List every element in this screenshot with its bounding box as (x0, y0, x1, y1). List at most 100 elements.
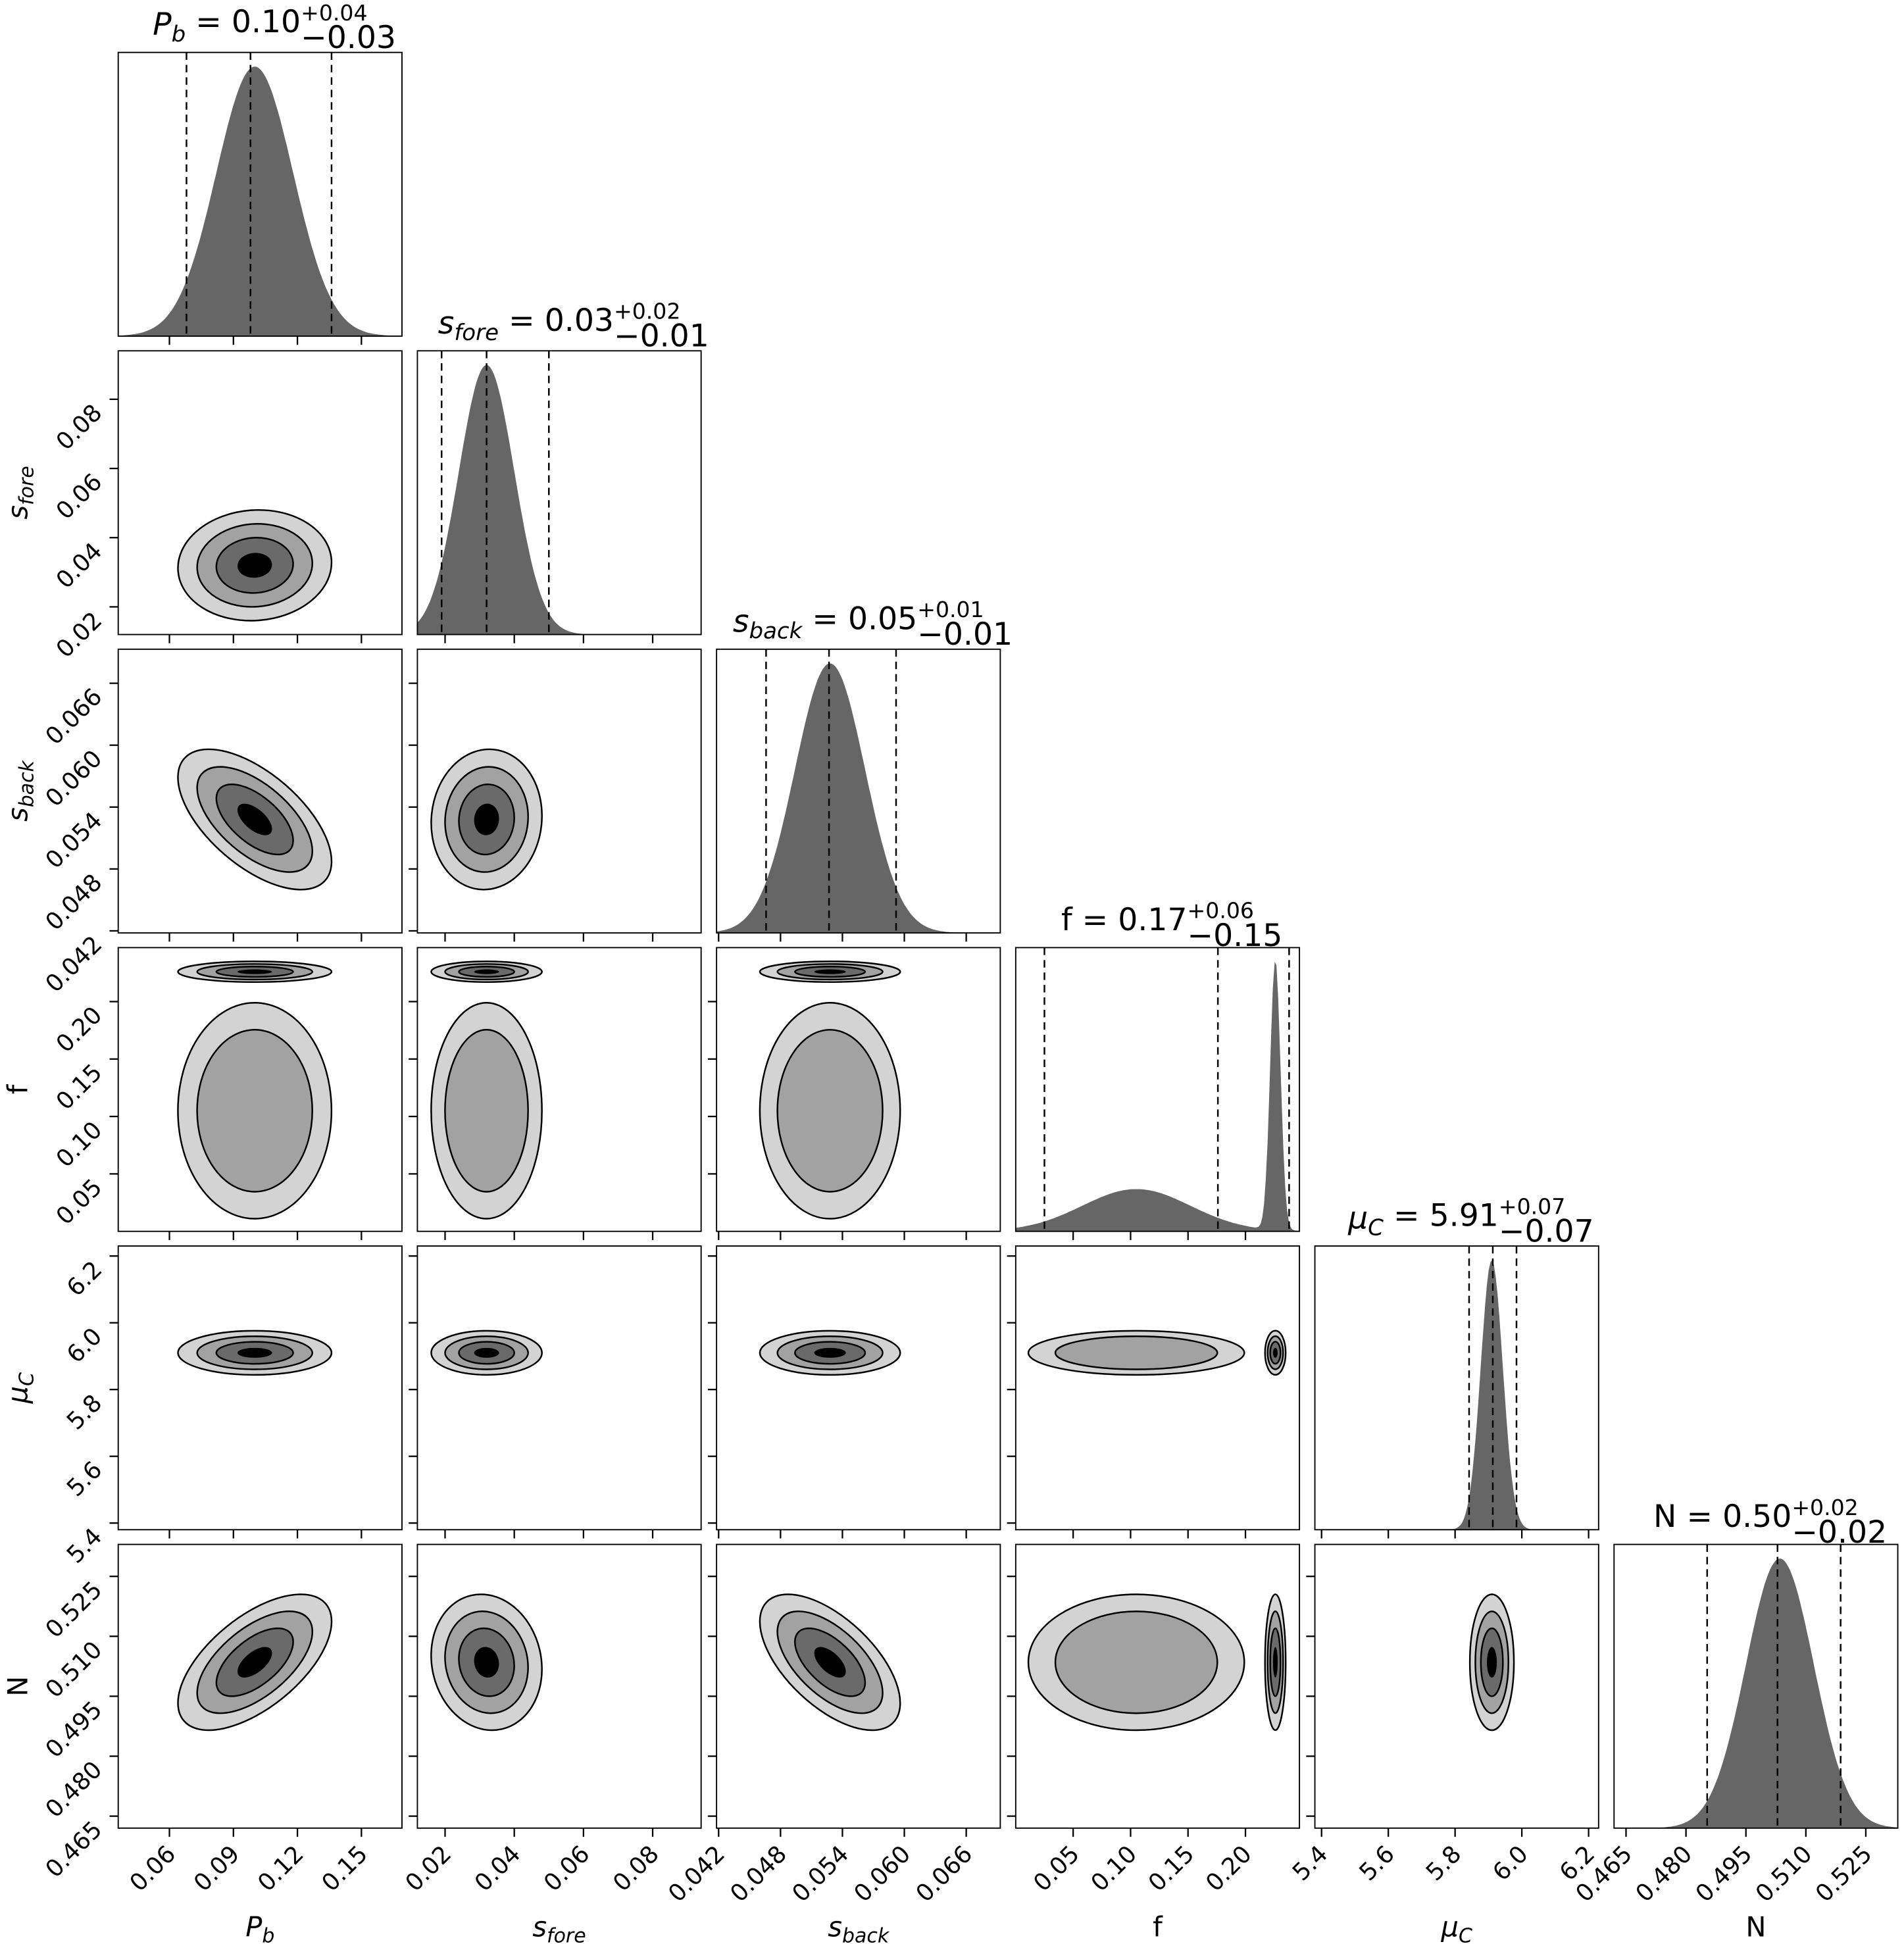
y-tick-label: 0.02 (51, 607, 108, 664)
title-value: 0.03 (545, 303, 614, 339)
panel-content (177, 960, 333, 1220)
y-tick-label: 0.20 (51, 1002, 108, 1059)
panel-content (1315, 1246, 1599, 1530)
title-equals: = (802, 601, 848, 637)
contour-panel-sfore-vs-muC (409, 1245, 702, 1539)
param-symbol: N (2, 1676, 34, 1697)
contour-panel-sfore-vs-N: 0.02 0.04 0.06 0.08 sfore (401, 1543, 702, 1944)
title-value: 0.17 (1118, 902, 1187, 938)
title-subscript: back (749, 618, 803, 645)
contour-panel-f-vs-muC (1007, 1245, 1301, 1539)
y-axis-label-muC: μC (2, 1372, 39, 1404)
y-tick-label: 0.060 (41, 745, 108, 812)
panel-frame (1613, 1543, 1899, 1829)
panel-content (177, 1593, 333, 1732)
panel-content (759, 1593, 901, 1732)
panel-title-sback: sback = 0.05+0.01 (733, 597, 984, 644)
y-tick-label: 0.510 (41, 1636, 108, 1703)
x-tick-label: 0.15 (1143, 1841, 1200, 1897)
title-minus-error: −0.01 (917, 616, 1013, 653)
param-subscript: b (262, 1924, 274, 1944)
panel-content (430, 1330, 543, 1376)
x-tick-label: 0.09 (189, 1841, 245, 1897)
x-tick-label: 0.048 (725, 1841, 792, 1908)
y-tick-label: 0.05 (51, 1174, 108, 1230)
y-axis-label-f: f (2, 1084, 34, 1094)
panel-frame (1314, 1543, 1599, 1829)
param-subscript: back (842, 1924, 890, 1944)
y-tick-label: 5.4 (62, 1523, 107, 1568)
title-symbol: s (733, 603, 749, 639)
x-axis-label-f: f (1153, 1910, 1163, 1943)
y-tick-label: 0.08 (51, 399, 108, 456)
panel-title-sfore: sfore = 0.03+0.02 (438, 299, 681, 346)
contour-panel-muC-vs-N: 5.4 5.6 5.8 6.0 6.2μC (1288, 1543, 1600, 1944)
panel-frame (416, 1543, 702, 1829)
contour-level-4 (237, 1647, 272, 1678)
x-tick-label: 0.495 (1691, 1841, 1758, 1908)
contour-panel-f-vs-N: 0.05 0.10 0.15 0.20 f (1007, 1543, 1301, 1943)
contour-panel-sfore-vs-f (409, 947, 702, 1240)
param-symbol: μ (2, 1386, 34, 1404)
histogram-panel-Pb: Pb = 0.10+0.04−0.03 (117, 0, 403, 345)
x-tick-label: 0.04 (470, 1841, 526, 1897)
panel-content (430, 748, 543, 891)
contour-level-4 (1272, 1347, 1278, 1358)
panel-content (118, 52, 402, 336)
panel-content (430, 960, 543, 1220)
y-tick-label: 5.6 (62, 1457, 107, 1502)
panel-title-N: N = 0.50+0.02 (1653, 1495, 1859, 1535)
title-equals: = (499, 303, 545, 339)
title-value: 0.05 (848, 601, 917, 637)
panel-content (177, 748, 333, 891)
panel-frame (716, 1245, 1001, 1531)
y-tick-label: 0.480 (41, 1757, 108, 1824)
contour-level-4 (474, 1347, 499, 1358)
param-symbol: s (532, 1910, 547, 1943)
x-axis-label-muC: μC (1440, 1910, 1472, 1944)
title-subscript: fore (454, 320, 499, 346)
contour-level-4 (814, 1647, 846, 1678)
title-plus-error: +0.02 (614, 299, 680, 324)
panel-content (177, 1330, 333, 1376)
y-tick-label: 0.042 (41, 931, 108, 998)
y-tick-label: 0.15 (51, 1059, 108, 1116)
histogram-sfore (417, 364, 601, 635)
panel-frame (716, 648, 1001, 934)
histogram-f (1015, 961, 1300, 1232)
param-subscript: C (16, 1372, 39, 1386)
y-axis-label-N: N (2, 1676, 34, 1697)
title-subscript: C (1368, 1215, 1384, 1241)
title-equals: = (1676, 1499, 1722, 1535)
contour-level-2 (444, 1029, 529, 1193)
y-tick-label: 0.04 (51, 537, 108, 594)
title-symbol: P (153, 7, 172, 43)
title-plus-error: +0.04 (301, 0, 367, 26)
panel-frame (117, 1543, 403, 1829)
y-tick-label: 0.066 (41, 684, 108, 751)
y-tick-label: 5.8 (62, 1389, 107, 1435)
contour-level-2 (1054, 1610, 1218, 1714)
panel-content (1614, 1544, 1898, 1828)
param-subscript: back (16, 759, 39, 807)
title-symbol: μ (1347, 1201, 1368, 1237)
title-plus-error: +0.07 (1499, 1193, 1565, 1219)
histogram-panel-muC: μC = 5.91+0.07−0.07 (1314, 1193, 1599, 1539)
title-minus-error: −0.15 (1188, 918, 1283, 954)
title-value: 0.10 (232, 4, 301, 40)
param-symbol: s (2, 807, 34, 822)
panel-content (1027, 1593, 1287, 1732)
title-value: 0.50 (1722, 1499, 1791, 1535)
panel-frame (1015, 947, 1301, 1232)
x-tick-label: 0.15 (317, 1841, 374, 1897)
panel-title-muC: μC = 5.91+0.07 (1347, 1193, 1565, 1241)
panel-frame (716, 1543, 1001, 1829)
histogram-N (1614, 1558, 1898, 1828)
y-tick-label: 6.0 (62, 1323, 107, 1368)
y-tick-label: 6.2 (62, 1256, 107, 1301)
param-symbol: μ (1440, 1910, 1458, 1943)
title-value: 5.91 (1430, 1198, 1499, 1234)
contour-level-4 (814, 1347, 846, 1358)
panel-frame (416, 350, 702, 636)
x-tick-label: 6.0 (1488, 1841, 1533, 1886)
